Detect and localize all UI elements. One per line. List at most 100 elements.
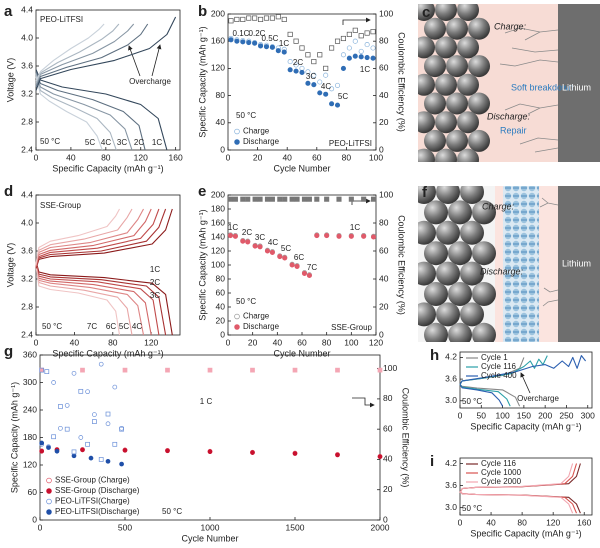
marker xyxy=(258,16,264,22)
marker xyxy=(85,441,90,447)
particle xyxy=(418,186,436,204)
marker xyxy=(39,440,45,446)
y-tick-label: 2.4 xyxy=(21,144,33,154)
x-tick-label: 40 xyxy=(486,517,496,527)
marker xyxy=(207,449,213,455)
marker xyxy=(44,369,50,375)
x-tick-label: 0 xyxy=(226,337,231,347)
x-tick-label: 20 xyxy=(248,337,258,347)
annotation: 5C xyxy=(85,138,95,147)
legend-swatch xyxy=(234,313,240,320)
y-tick-label: 3.0 xyxy=(445,395,457,405)
y-tick-label: 4.2 xyxy=(445,352,457,362)
sse-layer xyxy=(503,186,539,342)
y-tick-label: 120 xyxy=(23,459,37,469)
plot-frame xyxy=(35,9,181,151)
arrow xyxy=(151,44,162,77)
x-tick-label: 500 xyxy=(118,522,132,532)
particle xyxy=(468,55,490,78)
marker xyxy=(71,370,77,376)
marker xyxy=(323,65,329,71)
marker xyxy=(227,196,234,202)
marker xyxy=(227,233,234,239)
annotation: SSE-Group xyxy=(40,201,81,210)
plot-frame xyxy=(459,457,593,516)
marker xyxy=(252,15,258,21)
marker xyxy=(334,82,341,88)
annotation: 1C xyxy=(150,265,160,274)
legend-label: Discharge xyxy=(243,137,280,146)
y2-axis-label: Coulombic Efficiency (%) xyxy=(397,215,407,315)
marker xyxy=(292,451,298,456)
panel-letter: f xyxy=(422,184,428,201)
y-tick-label: 3.2 xyxy=(21,88,33,98)
marker xyxy=(54,448,60,454)
marker xyxy=(364,54,370,61)
curve xyxy=(35,74,117,151)
marker xyxy=(358,48,364,54)
marker xyxy=(323,91,329,97)
marker xyxy=(277,196,283,202)
particle xyxy=(435,36,457,59)
marker xyxy=(329,45,335,51)
marker xyxy=(370,45,376,51)
annotation: Overcharge xyxy=(517,394,559,403)
annotation: 50 °C xyxy=(42,322,62,331)
particle xyxy=(472,241,496,266)
panel-letter: a xyxy=(4,3,13,20)
particle xyxy=(424,241,448,266)
y2-axis-label: Coulombic Efficiency (%) xyxy=(401,388,411,488)
particle xyxy=(448,282,472,306)
y-tick-label: 4.2 xyxy=(445,458,457,468)
particle xyxy=(468,129,490,152)
curve xyxy=(35,23,120,84)
curve xyxy=(35,16,177,91)
marker xyxy=(39,448,45,454)
marker xyxy=(250,367,255,373)
annotation: 0.1C xyxy=(233,29,250,38)
marker xyxy=(346,45,352,51)
annotation: Overcharge xyxy=(129,77,171,86)
arrow xyxy=(342,17,371,25)
marker xyxy=(252,40,258,46)
legend-label: PEO-LiTFSI(Discharge) xyxy=(55,507,140,516)
plot-frame xyxy=(39,354,381,521)
particle xyxy=(435,4,457,21)
marker xyxy=(85,389,90,395)
y-tick-label: 180 xyxy=(211,203,225,213)
diagram-text: Lithium xyxy=(562,82,591,92)
marker xyxy=(311,72,317,78)
curve xyxy=(35,23,135,86)
diagram-f: Charge: Discharge: Lithium f xyxy=(418,184,600,342)
marker xyxy=(314,233,320,239)
marker xyxy=(58,425,63,431)
annotation: 2C xyxy=(134,138,144,147)
arrows xyxy=(128,17,531,408)
legend-swatch xyxy=(234,128,240,135)
marker xyxy=(119,461,124,467)
curve xyxy=(35,72,133,151)
marker xyxy=(92,419,97,424)
annotation: 1C xyxy=(152,138,162,147)
marker xyxy=(281,16,287,22)
curve xyxy=(35,208,152,267)
marker xyxy=(250,450,255,455)
y-tick-label: 0 xyxy=(220,144,225,154)
particle xyxy=(424,200,448,225)
x-tick-label: 100 xyxy=(344,337,358,347)
y-tick-label: 2.8 xyxy=(21,116,33,126)
y2-tick-label: 20 xyxy=(379,117,389,127)
legend-label: PEO-LiTFSI(Charge) xyxy=(55,497,130,506)
curve xyxy=(35,23,105,82)
y-tick-label: 4.4 xyxy=(21,4,33,14)
annotation: 5C xyxy=(119,322,129,331)
marker xyxy=(258,43,264,49)
particle xyxy=(424,322,448,342)
particle xyxy=(472,282,496,306)
lithium-anode xyxy=(558,186,600,342)
marker xyxy=(334,38,341,44)
y-tick-label: 80 xyxy=(216,273,226,283)
